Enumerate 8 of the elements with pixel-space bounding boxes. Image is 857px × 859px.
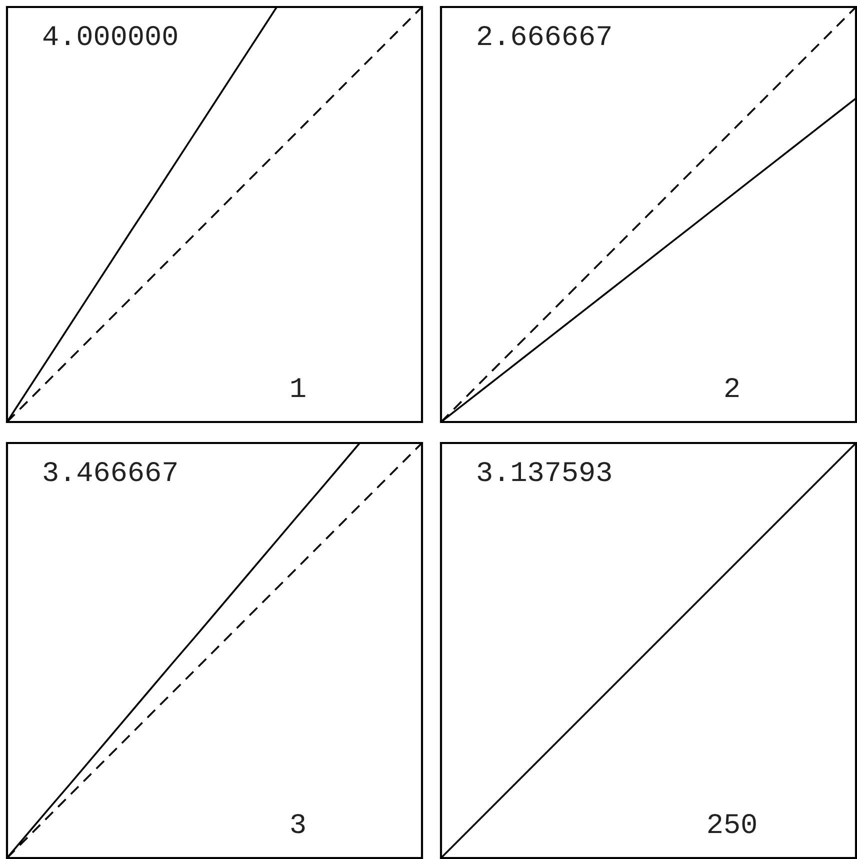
annotation: 2.666667 <box>478 26 610 46</box>
annotation: 2 <box>725 378 739 397</box>
annotation: 3.137593 <box>478 462 611 482</box>
annotation: 1 <box>292 378 306 397</box>
annotation: 3.466667 <box>44 462 176 482</box>
annotation: 4.000000 <box>43 26 177 46</box>
annotation: 3 <box>291 814 305 834</box>
annotation: 250 <box>708 814 756 834</box>
